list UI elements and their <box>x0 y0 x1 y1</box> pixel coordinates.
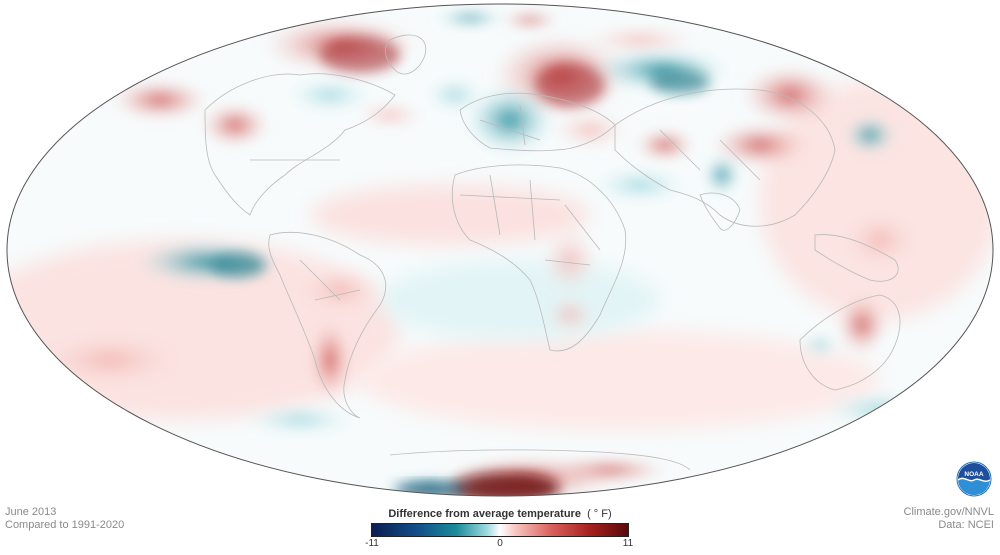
legend-mid-label: 0 <box>497 538 503 549</box>
anomaly-field <box>7 10 993 496</box>
legend-color-bar <box>371 523 629 537</box>
noaa-logo-text: NOAA <box>964 471 983 478</box>
legend-min-label: -11 <box>365 538 379 549</box>
globe-outline <box>6 3 994 497</box>
map-credits: Climate.gov/NNVL Data: NCEI <box>904 506 994 532</box>
world-map <box>6 3 994 497</box>
credit-text: Climate.gov/NNVL <box>903 506 994 518</box>
legend-ticks: -11 0 11 <box>365 537 633 551</box>
map-info: June 2013 Compared to 1991-2020 <box>5 506 124 532</box>
map-date: June 2013 <box>5 506 57 518</box>
legend-unit: ( ° F) <box>587 508 612 520</box>
mollweide-map-svg <box>6 3 994 497</box>
country-borders <box>204 34 901 471</box>
map-baseline: Compared to 1991-2020 <box>5 519 125 531</box>
color-legend: Difference from average temperature ( ° … <box>360 508 640 551</box>
legend-title-row: Difference from average temperature ( ° … <box>360 508 640 520</box>
noaa-logo-icon: NOAA <box>956 461 992 497</box>
legend-max-label: 11 <box>622 538 634 549</box>
legend-title: Difference from average temperature <box>388 508 581 520</box>
data-source-text: Data: NCEI <box>938 519 994 531</box>
